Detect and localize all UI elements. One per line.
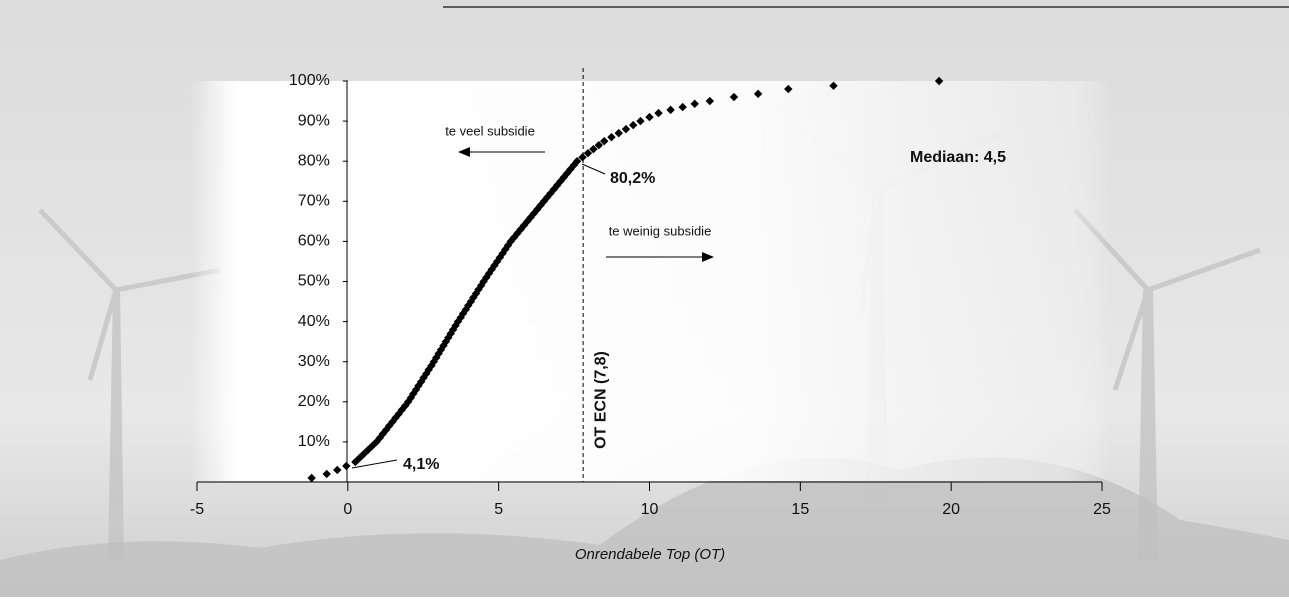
- annotation: 80,2%: [610, 170, 655, 187]
- y-tick-label: 100%: [289, 72, 330, 89]
- data-point: [549, 185, 559, 194]
- annotation: Mediaan: 4,5: [910, 149, 1006, 166]
- x-tick-label: 15: [791, 501, 809, 518]
- x-tick-label: 5: [494, 501, 503, 518]
- data-point: [829, 81, 838, 91]
- arrow: [458, 147, 545, 157]
- data-point: [636, 116, 645, 126]
- data-point: [322, 469, 331, 479]
- y-tick-label: 90%: [298, 112, 330, 129]
- data-point: [753, 89, 763, 99]
- data-point: [614, 128, 623, 138]
- data-point: [572, 157, 582, 166]
- data-point: [583, 148, 593, 158]
- data-point: [690, 99, 699, 109]
- data-point: [526, 213, 535, 222]
- data-point: [621, 124, 631, 134]
- data-point: [307, 473, 316, 483]
- data-point: [934, 76, 944, 86]
- data-point: [342, 461, 351, 471]
- arrow: [606, 252, 714, 262]
- y-tick-label: 80%: [298, 152, 330, 169]
- data-point: [645, 112, 654, 122]
- data-point: [589, 144, 598, 154]
- x-axis-label: Onrendabele Top (OT): [575, 546, 725, 563]
- annotation: te veel subsidie: [445, 123, 535, 138]
- data-point: [607, 132, 616, 142]
- y-tick-label: 20%: [298, 393, 330, 410]
- data-point: [578, 152, 587, 162]
- y-tick-label: 50%: [298, 273, 330, 290]
- y-tick-label: 30%: [298, 353, 330, 370]
- data-point: [569, 161, 578, 170]
- y-tick-label: 10%: [298, 433, 330, 450]
- data-point: [506, 237, 515, 246]
- data-point: [523, 217, 532, 226]
- annotation: te weinig subsidie: [609, 223, 712, 238]
- data-point: [552, 181, 562, 190]
- x-tick-label: -5: [190, 501, 204, 518]
- data-point: [519, 221, 529, 230]
- data-point: [536, 201, 545, 210]
- data-point: [666, 105, 675, 115]
- data-point: [705, 96, 715, 106]
- reference-label: OT ECN (7,8): [592, 351, 609, 449]
- data-point: [594, 140, 604, 150]
- annotation: 4,1%: [403, 456, 439, 473]
- data-point: [333, 465, 342, 475]
- y-tick-label: 60%: [298, 233, 330, 250]
- pointer-line: [351, 459, 398, 469]
- data-point: [784, 84, 793, 94]
- data-point: [678, 102, 687, 112]
- data-point: [654, 108, 663, 118]
- y-tick-label: 40%: [298, 313, 330, 330]
- x-tick-label: 20: [942, 501, 960, 518]
- x-tick-label: 10: [641, 501, 659, 518]
- treeline: [0, 457, 1289, 597]
- data-point: [556, 177, 565, 186]
- pointer-line: [581, 163, 606, 175]
- data-point: [729, 92, 739, 102]
- data-point: [600, 136, 609, 146]
- y-tick-label: 70%: [298, 193, 330, 210]
- x-tick-label: 25: [1093, 501, 1111, 518]
- data-point: [629, 120, 638, 130]
- x-tick-label: 0: [343, 501, 352, 518]
- data-point: [566, 165, 575, 174]
